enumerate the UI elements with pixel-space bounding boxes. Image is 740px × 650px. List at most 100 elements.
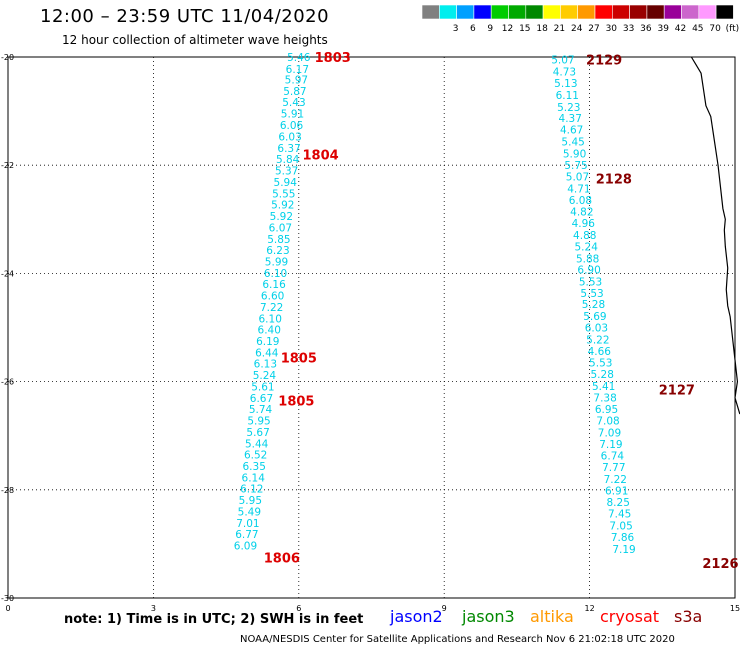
swh-value: 5.49 (238, 506, 261, 518)
legend-label: 36 (640, 24, 652, 34)
swh-value: 6.23 (266, 245, 289, 257)
swh-value: 6.16 (262, 279, 286, 291)
swh-value: 6.67 (250, 393, 273, 405)
swh-value: 5.53 (589, 358, 612, 370)
swh-value: 5.13 (554, 78, 577, 90)
legend-label: 21 (554, 24, 565, 34)
y-tick-label: -20 (1, 53, 14, 62)
swh-value: 5.53 (579, 277, 602, 289)
swh-value: 5.23 (557, 102, 580, 114)
swh-value: 7.05 (609, 521, 632, 533)
swh-value: 4.88 (573, 230, 596, 242)
swh-value: 6.12 (240, 484, 263, 496)
swh-value: 7.86 (611, 532, 635, 544)
swh-value: 5.84 (276, 154, 300, 166)
legend-label: 15 (519, 24, 530, 34)
swh-value: 6.37 (277, 143, 300, 155)
swh-value: 6.60 (261, 291, 284, 303)
swh-value: 4.67 (560, 124, 583, 136)
satellite-s3a: s3a (674, 607, 703, 626)
footer-note: note: 1) Time is in UTC; 2) SWH is in fe… (64, 612, 364, 627)
legend-label: 6 (470, 24, 476, 34)
swh-value: 6.74 (601, 451, 625, 463)
time-label: 1805 (281, 351, 317, 366)
y-tick-label: -28 (1, 486, 14, 495)
swh-value: 5.67 (246, 427, 269, 439)
swh-value: 6.40 (258, 325, 281, 337)
swh-value: 4.82 (570, 207, 593, 219)
swh-value: 6.52 (244, 450, 267, 462)
time-label: 2126 (702, 557, 738, 572)
swh-value: 5.53 (580, 288, 603, 300)
swh-value: 5.87 (283, 86, 306, 98)
swh-value: 6.91 (605, 485, 628, 497)
legend-label: 9 (487, 24, 493, 34)
legend-swatch (715, 4, 734, 20)
swh-value: 7.22 (604, 474, 627, 486)
time-label: 1804 (303, 148, 339, 163)
swh-value: 5.95 (247, 416, 270, 428)
swh-value: 5.97 (285, 75, 308, 87)
swh-value: 6.13 (254, 359, 277, 371)
legend-label: 12 (502, 24, 513, 34)
time-label: 1805 (278, 395, 314, 410)
swh-value: 6.03 (278, 132, 301, 144)
swh-value: 6.08 (569, 195, 592, 207)
legend-label: 30 (606, 24, 618, 34)
swh-value: 4.73 (553, 67, 576, 79)
swh-value: 6.06 (280, 120, 304, 132)
swh-value: 7.09 (598, 427, 621, 439)
credit-line: NOAA/NESDIS Center for Satellite Applica… (240, 634, 675, 645)
y-tick-label: -24 (1, 269, 14, 278)
time-label: 1803 (315, 51, 351, 66)
swh-value: 7.38 (593, 392, 616, 404)
swh-value: 4.96 (572, 218, 596, 230)
page-subtitle: 12 hour collection of altimeter wave hei… (62, 33, 328, 47)
swh-value: 7.08 (596, 416, 619, 428)
swh-value: 6.10 (259, 313, 282, 325)
swh-value: 6.19 (256, 336, 279, 348)
coastline (690, 56, 740, 415)
swh-value: 6.35 (243, 461, 266, 473)
x-tick-label: 3 (151, 604, 156, 613)
legend-label: 42 (675, 24, 686, 34)
legend-label: 33 (623, 24, 634, 34)
swh-value: 7.19 (599, 439, 622, 451)
time-label: 2129 (586, 54, 622, 69)
swh-value: 7.19 (612, 544, 635, 556)
swh-value: 6.11 (556, 90, 579, 102)
swh-value: 5.28 (591, 369, 614, 381)
swh-value: 5.61 (251, 381, 274, 393)
satellite-altika: altika (530, 607, 574, 626)
legend-label: 24 (571, 24, 583, 34)
satellite-cryosat: cryosat (600, 607, 660, 626)
swh-value: 5.75 (564, 160, 587, 172)
swh-value: 7.77 (602, 462, 625, 474)
swh-value: 4.66 (588, 346, 612, 358)
color-legend: 3 6 9 12 15 18 21 24 27 30 33 36 39 42 45 70 (ft) (421, 4, 739, 34)
page-title: 12:00 – 23:59 UTC 11/04/2020 (40, 6, 330, 27)
x-tick-label: 6 (296, 604, 301, 613)
time-label: 2127 (659, 384, 695, 399)
swh-value: 5.41 (592, 381, 615, 393)
swh-value: 5.07 (566, 172, 589, 184)
satellite-jason3: jason3 (462, 607, 515, 626)
swh-value: 7.01 (236, 518, 259, 530)
x-tick-label: 0 (5, 604, 10, 613)
y-tick-label: -22 (1, 161, 14, 170)
satellite-jason2: jason2 (390, 607, 443, 626)
x-tick-label: 9 (442, 604, 447, 613)
swh-value: 5.46 (287, 52, 311, 64)
swh-value: 5.94 (274, 177, 298, 189)
swh-value: 5.95 (239, 495, 262, 507)
legend-label: 3 (453, 24, 459, 34)
swh-value: 7.45 (608, 509, 631, 521)
legend-label: 27 (588, 24, 599, 34)
swh-value: 6.90 (577, 265, 600, 277)
swh-value: 6.95 (595, 404, 618, 416)
swh-value: 5.28 (582, 299, 605, 311)
swh-value: 4.37 (559, 113, 582, 125)
swh-value: 5.44 (245, 438, 269, 450)
swh-value: 7.22 (260, 302, 283, 314)
swh-value: 6.10 (264, 268, 287, 280)
